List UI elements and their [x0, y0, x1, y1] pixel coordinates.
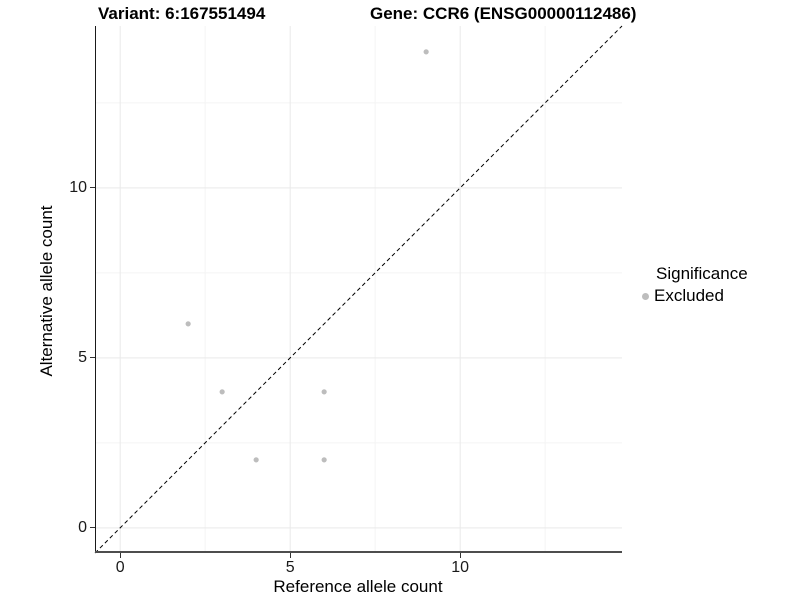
legend-item: Excluded: [642, 286, 748, 306]
data-point: [321, 389, 327, 395]
legend-items: Excluded: [642, 286, 748, 306]
legend-key-dot-icon: [642, 292, 649, 300]
x-axis-title: Reference allele count: [273, 577, 443, 596]
plot-title-variant: Variant: 6:167551494: [98, 4, 266, 23]
plot-panel: [94, 25, 623, 554]
x-tick-mark: [459, 553, 461, 558]
x-tick-label: 5: [285, 559, 295, 576]
identity-reference-line: [94, 25, 623, 554]
plot-canvas: [94, 25, 623, 554]
data-point: [253, 457, 259, 463]
legend-item-label: Excluded: [654, 286, 724, 305]
y-tick-label: 0: [78, 518, 87, 536]
y-tick-mark: [90, 187, 95, 189]
data-point: [423, 49, 429, 55]
x-tick-mark: [119, 553, 121, 558]
data-point: [321, 457, 327, 463]
data-point: [185, 321, 191, 327]
y-tick-mark: [90, 357, 95, 359]
y-tick-label: 10: [69, 178, 87, 196]
y-tick-mark: [90, 527, 95, 529]
y-tick-label: 5: [78, 348, 87, 366]
legend-title: Significance: [656, 264, 748, 283]
plot-title-gene: Gene: CCR6 (ENSG00000112486): [370, 4, 637, 23]
x-tick-label: 10: [451, 559, 470, 576]
data-point: [219, 389, 225, 395]
y-axis-title: Alternative allele count: [37, 205, 56, 377]
x-tick-label: 0: [115, 559, 125, 576]
legend: Significance Excluded: [642, 264, 748, 306]
x-tick-mark: [289, 553, 291, 558]
